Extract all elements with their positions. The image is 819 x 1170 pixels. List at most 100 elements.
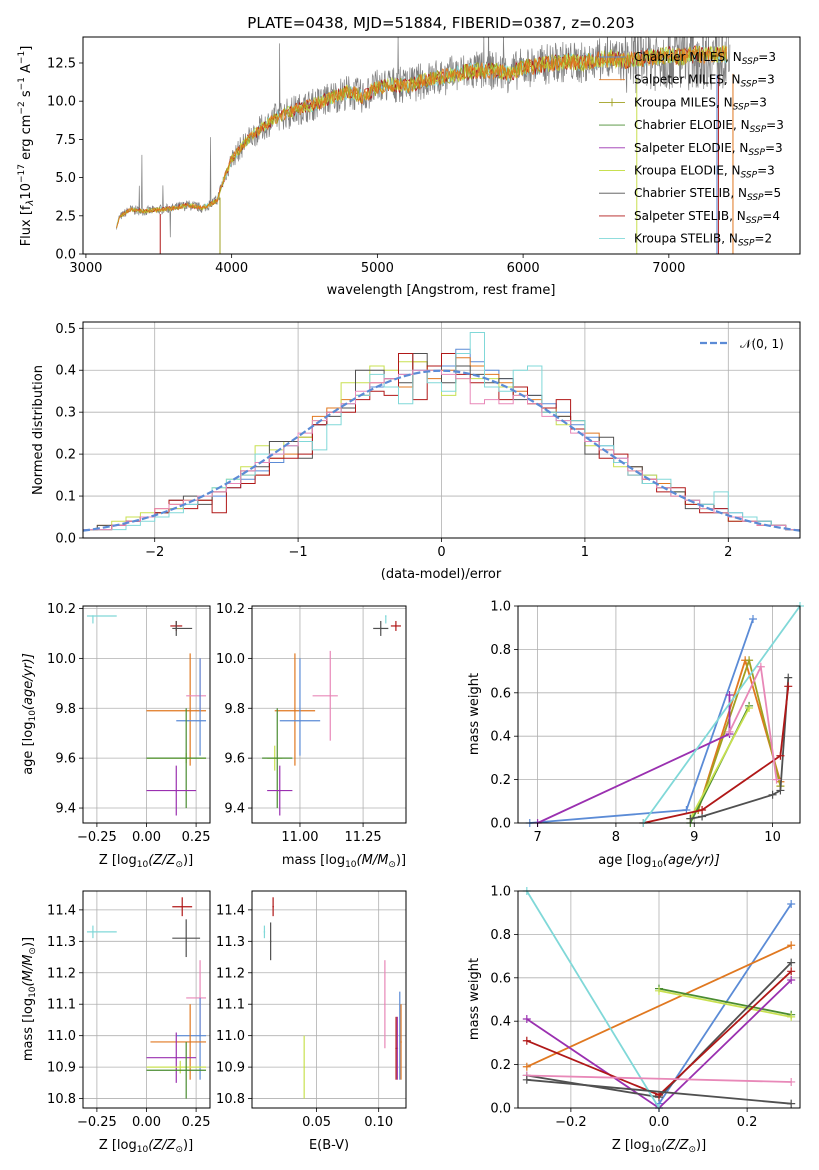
mass-weight-marker <box>725 727 734 736</box>
mass-vs-Z-x-ticks: −0.25 0.00 0.25 <box>77 1108 211 1130</box>
y-tick-label: 9.6 <box>224 752 245 767</box>
massweight-vs-age-panel: 7 8 9 10 0.0 0.2 0.4 0.6 0.8 1.0 age [log10(age/… <box>467 600 804 870</box>
errorbar-point <box>395 1047 397 1050</box>
y-tick-label: 10.0 <box>47 95 76 110</box>
errorbar-point <box>299 719 301 722</box>
massweight-vs-Z-y-ticks: 0.0 0.2 0.4 0.6 0.8 1.0 <box>490 885 518 1117</box>
x-tick-label: 4000 <box>215 261 248 276</box>
y-tick-label: 0.1 <box>55 490 76 505</box>
y-tick-label: 7.5 <box>55 133 76 148</box>
errorbar-point <box>384 1003 386 1006</box>
errorbar-point <box>185 1069 187 1072</box>
y-tick-label: 10.9 <box>216 1061 245 1076</box>
age-vs-mass-y-ticks: 9.4 9.6 9.8 10.0 10.2 <box>216 602 252 817</box>
y-tick-label: 0.8 <box>490 643 511 658</box>
mass-vs-EBV-axes-frame <box>251 890 407 1109</box>
y-tick-label: 0.4 <box>490 730 511 745</box>
y-tick-label: 0.6 <box>490 971 511 986</box>
errorbar-point <box>278 789 281 792</box>
mass-weight-marker <box>522 1036 531 1045</box>
mass-weight-line <box>658 989 792 1018</box>
errorbar-point <box>175 789 178 792</box>
mass-weight-marker <box>522 1075 531 1084</box>
mass-weight-marker <box>776 786 785 795</box>
mass-weight-line <box>658 987 792 1016</box>
mass-weight-line <box>526 1074 792 1083</box>
normal-curve <box>82 369 801 532</box>
errorbar-point <box>385 615 387 617</box>
y-tick-label: 12.5 <box>47 56 76 71</box>
legend-label: Kroupa STELIB, NSSP=2 <box>634 232 772 249</box>
legend-label: Salpeter ELODIE, NSSP=3 <box>634 141 783 158</box>
mass-weight-marker <box>756 662 765 671</box>
y-tick-label: 10.2 <box>47 602 76 617</box>
x-tick-label: 0.25 <box>182 830 211 845</box>
mass-weight-line <box>690 677 790 820</box>
spectrum-lines <box>116 37 734 254</box>
x-tick-label: 5000 <box>361 261 394 276</box>
x-tick-label: −0.2 <box>555 1115 587 1130</box>
spectrum-panel: PLATE=0438, MJD=51884, FIBERID=0387, z=0… <box>17 14 801 298</box>
x-tick-label: 0.25 <box>182 1115 211 1130</box>
errorbar-point <box>179 1066 182 1068</box>
legend-label: Chabrier ELODIE, NSSP=3 <box>634 118 784 135</box>
errorbar-point <box>269 940 272 943</box>
x-tick-label: 7000 <box>652 261 685 276</box>
errorbar-point <box>263 931 266 933</box>
legend-label: Kroupa MILES, NSSP=3 <box>634 95 767 112</box>
y-tick-label: 1.0 <box>490 885 511 900</box>
mass-weight-marker <box>686 814 695 823</box>
x-tick-label: 7 <box>533 830 541 845</box>
y-tick-label: 0.2 <box>490 1058 511 1073</box>
x-tick-label: 0.10 <box>364 1115 393 1130</box>
spectrum-y-ticks: 0.0 2.5 5.0 7.5 10.0 12.5 <box>47 56 83 263</box>
y-tick-label: 10.8 <box>47 1092 76 1107</box>
mass-weight-line <box>642 605 801 824</box>
y-tick-label: 0.0 <box>55 248 76 263</box>
mass-vs-Z-xlabel: Z [log10(Z/Z⊙)] <box>99 1138 193 1155</box>
mass-weight-marker <box>787 958 796 967</box>
age-vs-mass-xlabel: mass [log10(M/M⊙)] <box>282 853 406 870</box>
mass-weight-marker <box>522 1015 531 1024</box>
x-tick-label: −0.25 <box>77 1115 117 1130</box>
mass-vs-Z-ylabel: mass [log10(M/M⊙)] <box>21 937 38 1061</box>
age-vs-mass-axes-frame <box>251 605 407 824</box>
y-tick-label: 11.0 <box>47 1029 76 1044</box>
spectrum-model-salpeter_miles <box>116 45 728 228</box>
x-tick-label: 1 <box>581 545 589 560</box>
errorbar-point <box>175 627 178 630</box>
errorbar-point <box>303 1066 305 1068</box>
x-tick-label: 6000 <box>507 261 540 276</box>
mass-weight-marker <box>768 790 777 799</box>
y-tick-label: 0.3 <box>55 406 76 421</box>
y-tick-label: 0.2 <box>490 773 511 788</box>
errorbar-point <box>185 937 187 939</box>
errorbar-point <box>396 1047 399 1050</box>
legend-label: Salpeter MILES, NSSP=3 <box>634 73 775 90</box>
errorbar-point <box>181 905 184 908</box>
y-tick-label: 10.8 <box>216 1092 245 1107</box>
mass-vs-EBV-panel: 0.05 0.10 10.8 10.9 11.0 11.1 11.2 11.3 11.4 E(… <box>216 890 407 1153</box>
age-vs-mass-x-ticks: 11.00 11.25 <box>281 823 382 845</box>
age-vs-Z-panel: −0.25 0.00 0.25 9.4 9.6 9.8 10.0 10.2 Z [log10… <box>21 602 211 870</box>
errorbar-point <box>199 1034 201 1037</box>
x-tick-label: −2 <box>145 545 164 560</box>
y-tick-label: 0.5 <box>55 322 76 337</box>
y-tick-label: 11.4 <box>47 903 76 918</box>
x-tick-label: 0.00 <box>132 1115 161 1130</box>
y-tick-label: 1.0 <box>490 600 511 615</box>
residual-xlabel: (data-model)/error <box>381 567 502 582</box>
mass-weight-line <box>697 657 782 811</box>
spectrum-ylabel: Flux [fλ10−17 erg cm−2 s−1 A−1] <box>17 46 36 247</box>
histogram-series-pink <box>83 369 800 531</box>
y-tick-label: 11.1 <box>216 998 245 1013</box>
mass-weight-marker <box>787 1077 796 1086</box>
mass-weight-marker <box>787 941 796 950</box>
errorbar-point <box>185 757 187 759</box>
y-tick-label: 0.0 <box>55 532 76 547</box>
errorbar-point <box>199 719 201 722</box>
x-tick-label: 0.2 <box>737 1115 758 1130</box>
mass-vs-EBV-xlabel: E(B-V) <box>309 1138 349 1153</box>
x-tick-label: 9 <box>690 830 698 845</box>
